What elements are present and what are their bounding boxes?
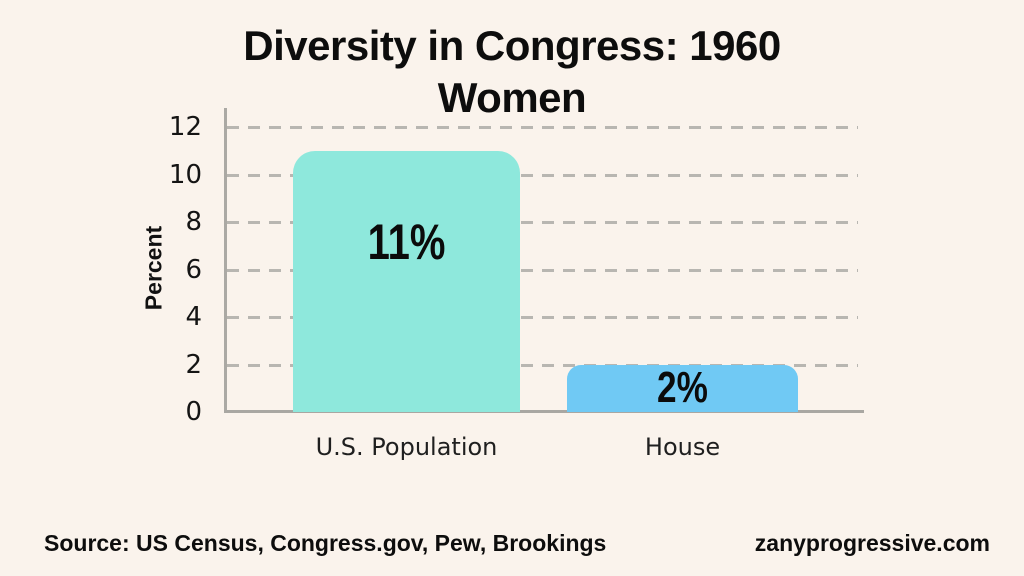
y-tick-label-12: 12 [168, 112, 202, 142]
bar-value-label-house: 2% [657, 363, 708, 413]
x-category-label-house: House [644, 433, 721, 461]
chart-title-line2: Women [437, 74, 587, 121]
website-text: zanyprogressive.com [754, 530, 990, 556]
gridline-y10 [227, 173, 858, 177]
gridline-y4 [227, 316, 858, 319]
source-text: Source: US Census, Congress.gov, Pew, Br… [44, 530, 607, 556]
x-axis-line [224, 410, 864, 413]
footer: Source: US Census, Congress.gov, Pew, Br… [44, 530, 990, 557]
y-tick-label-8: 8 [185, 207, 202, 237]
bar-u-s-population: 11% [293, 150, 520, 412]
gridline-y8 [227, 221, 858, 224]
y-tick-label-0: 0 [185, 397, 202, 427]
bar-house: 2% [567, 363, 798, 413]
y-tick-label-4: 4 [185, 302, 202, 332]
y-tick-label-2: 2 [185, 349, 202, 380]
y-tick-label-6: 6 [185, 254, 202, 285]
x-category-label-u-s-population: U.S. Population [315, 433, 498, 461]
chart-title: Diversity in Congress: 1960 Women [0, 20, 1024, 124]
gridline-y12 [227, 126, 858, 129]
bar-value-label-u-s-population: 11% [367, 213, 446, 270]
chart-title-line1: Diversity in Congress: 1960 [243, 22, 781, 69]
y-tick-label-10: 10 [168, 159, 202, 190]
y-axis-line [224, 108, 227, 412]
gridline-y6 [227, 268, 858, 272]
gridline-y2 [227, 363, 858, 367]
